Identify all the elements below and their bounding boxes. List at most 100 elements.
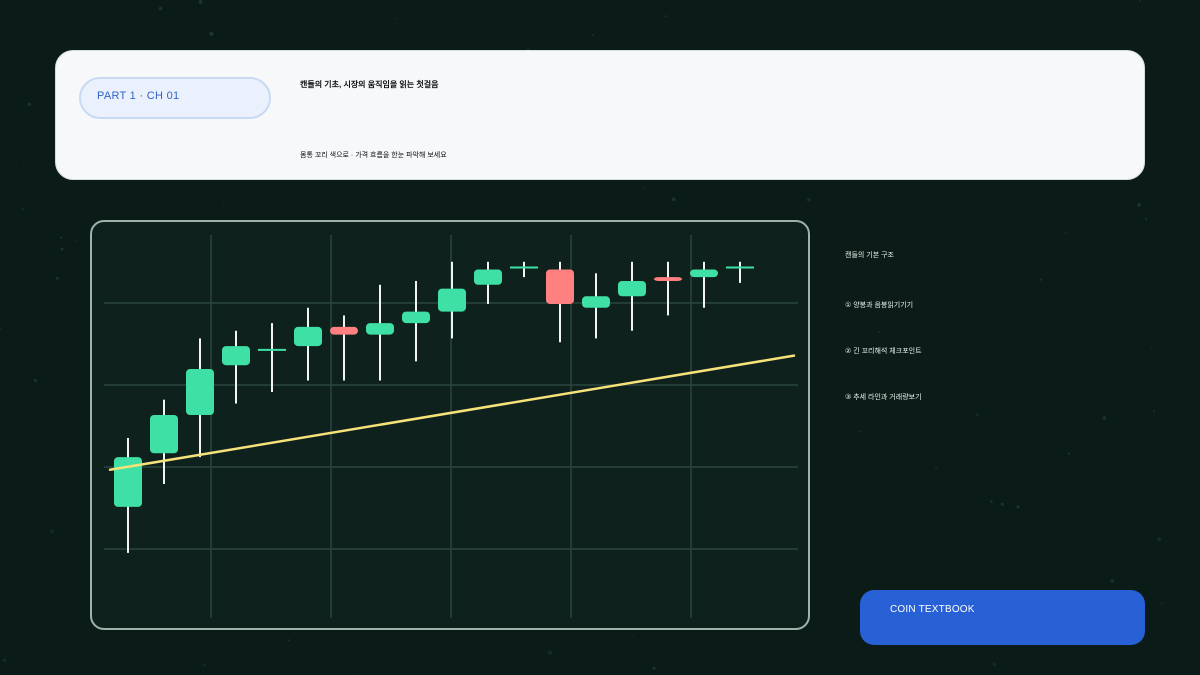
star-dot	[664, 15, 667, 18]
note-item-3: ③ 추세 라인과 거래량보기	[845, 394, 922, 401]
star-dot	[2, 658, 7, 663]
star-dot	[859, 430, 862, 433]
candle	[330, 315, 358, 381]
star-dot	[1160, 602, 1163, 605]
candle-body-bearish	[330, 326, 358, 335]
candle	[402, 280, 430, 362]
candle-body-bullish	[402, 311, 430, 324]
star-dot	[1138, 0, 1142, 3]
star-dot	[975, 413, 979, 417]
star-dot	[784, 4, 786, 6]
candle-body-bullish	[294, 326, 322, 347]
star-dot	[209, 31, 214, 36]
star-dot	[992, 662, 997, 667]
candle-body-bearish	[546, 269, 574, 304]
candle	[366, 284, 394, 381]
star-dot	[198, 0, 203, 4]
star-dot	[1067, 452, 1070, 455]
star-dot	[962, 277, 964, 279]
star-dot	[1065, 231, 1067, 234]
candle-body-bullish	[474, 269, 502, 285]
chapter-badge: PART 1 · CH 01	[79, 77, 271, 119]
star-dot	[15, 164, 17, 167]
star-dot	[1102, 416, 1107, 420]
star-dot	[1150, 346, 1153, 348]
star-dot	[55, 276, 59, 280]
candle	[618, 261, 646, 331]
star-dot	[671, 197, 676, 202]
star-dot	[1157, 537, 1162, 542]
star-dot	[60, 236, 63, 239]
candle	[438, 261, 466, 339]
star-dot	[1072, 382, 1074, 385]
star-dot	[935, 466, 938, 469]
star-dot	[591, 34, 594, 37]
star-dot	[869, 215, 871, 217]
note-item-2: ② 긴 꼬리해석 체크포인트	[845, 348, 922, 355]
star-dot	[60, 247, 64, 251]
star-dot	[49, 529, 54, 534]
candle	[654, 261, 682, 316]
star-dot	[476, 191, 478, 193]
note-item-1: ① 양봉과 음봉읽기기기	[845, 302, 914, 309]
star-dot	[75, 239, 78, 242]
candle	[474, 261, 502, 304]
star-dot	[844, 9, 847, 11]
candle-body-bullish	[222, 346, 250, 366]
candlestick-chart	[104, 235, 798, 618]
star-dot	[548, 650, 553, 655]
page-title: 캔들의 기초, 시장의 움직임을 읽는 첫걸음	[300, 80, 439, 89]
candle	[510, 261, 538, 278]
star-dot	[652, 666, 656, 670]
candle	[582, 273, 610, 339]
star-dot	[201, 24, 204, 26]
star-dot	[877, 331, 880, 334]
star-dot	[203, 663, 206, 667]
candle-body-bullish	[114, 457, 142, 507]
star-dot	[989, 500, 993, 504]
star-dot	[21, 207, 25, 211]
candle	[222, 330, 250, 404]
candle	[114, 437, 142, 553]
candlestick-chart-card	[90, 220, 810, 630]
star-dot	[0, 327, 2, 331]
star-dot	[1000, 502, 1004, 506]
candle	[690, 261, 718, 308]
star-dot	[632, 635, 635, 638]
star-dot	[319, 644, 321, 647]
star-dot	[222, 204, 225, 206]
star-dot	[806, 197, 811, 202]
star-dot	[1016, 505, 1020, 509]
candle	[726, 261, 754, 283]
star-dot	[1039, 278, 1043, 281]
candle-body-bearish	[654, 277, 682, 281]
candle-body-bullish	[186, 369, 214, 416]
star-dot	[643, 187, 646, 190]
star-dot	[1144, 218, 1148, 221]
star-dot	[33, 378, 38, 383]
trend-line	[108, 354, 796, 472]
note-heading: 캔들의 기본 구조	[845, 252, 894, 259]
candle	[150, 399, 178, 484]
star-dot	[287, 639, 290, 642]
candle	[258, 323, 286, 393]
star-dot	[1137, 202, 1142, 207]
candle	[186, 338, 214, 458]
candle-body-bullish	[366, 323, 394, 335]
star-dot	[1152, 410, 1156, 413]
star-dot	[396, 17, 398, 20]
candle-body-bullish	[618, 280, 646, 297]
star-dot	[158, 6, 163, 11]
candle-body-bullish	[582, 296, 610, 308]
page-subtitle: 몸통 꼬리 색으로 · 가격 흐름을 한눈 파악해 보세요	[300, 152, 447, 159]
candle	[546, 261, 574, 343]
star-dot	[27, 102, 32, 107]
header-card: PART 1 · CH 01 캔들의 기초, 시장의 움직임을 읽는 첫걸음 몸…	[55, 50, 1145, 180]
candle-body-bullish	[690, 269, 718, 278]
candle-body-bullish	[438, 288, 466, 312]
coin-textbook-button[interactable]: COIN TEXTBOOK	[860, 590, 1145, 645]
candle	[294, 307, 322, 381]
star-dot	[1110, 579, 1114, 583]
candle-body-bullish	[150, 415, 178, 454]
star-dot	[352, 673, 355, 675]
